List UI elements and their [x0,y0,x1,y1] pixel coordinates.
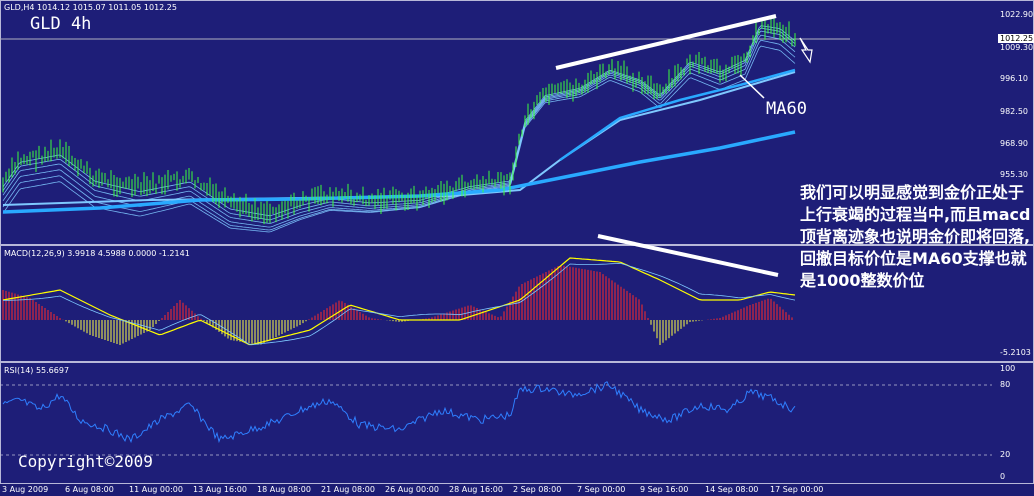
price-tick: 955.30 [1000,170,1028,179]
commentary-text: 我们可以明显感觉到金价正处于上行衰竭的过程当中,而且macd顶背离迹象也说明金价… [800,183,1031,290]
price-tick: 982.50 [1000,107,1028,116]
rsi-tick: 0 [1000,472,1006,481]
rsi-title: RSI(14) 55.6697 [4,366,70,375]
price-tick: 996.10 [1000,74,1028,83]
symbol-info: GLD,H4 1014.12 1015.07 1011.05 1012.25 [4,3,177,12]
ma-fan-line [2,39,796,231]
rsi-panel[interactable] [0,362,1034,484]
rsi-tick: 80 [1000,380,1011,389]
macd-signal-line [2,257,796,346]
macd-trendline [597,234,779,277]
price-tick: 1009.30 [1000,43,1034,52]
time-tick: 11 Aug 00:00 [129,485,183,494]
time-tick: 7 Sep 00:00 [577,485,626,494]
down-arrow-icon [799,37,813,64]
rsi-tick: 20 [1000,450,1011,459]
ma60-pointer-line [739,74,765,99]
rsi-line [2,381,796,444]
ma60-line [2,130,796,214]
current-price-box: 1012.25 [998,34,1034,43]
time-tick: 21 Aug 08:00 [321,485,375,494]
price-tick: 968.90 [1000,139,1028,148]
macd-main-line [3,262,796,346]
time-tick: 6 Aug 08:00 [65,485,114,494]
ma-fan-line [2,25,796,217]
copyright-text: Copyright©2009 [18,452,153,471]
time-tick: 18 Aug 08:00 [257,485,311,494]
rsi-tick: 100 [1000,364,1016,373]
price-trendline [555,14,777,70]
time-tick: 17 Sep 00:00 [770,485,824,494]
time-tick: 26 Aug 00:00 [385,485,439,494]
time-tick: 13 Aug 16:00 [193,485,247,494]
ma60-label: MA60 [766,99,807,119]
time-tick: 9 Sep 16:00 [640,485,689,494]
time-tick: 14 Sep 08:00 [705,485,759,494]
time-tick: 28 Aug 16:00 [449,485,503,494]
time-tick: 3 Aug 2009 [2,485,49,494]
macd-title: MACD(12,26,9) 3.9918 4.5988 0.0000 -1.21… [4,249,190,258]
time-tick: 2 Sep 08:00 [513,485,562,494]
macd-tick: -5.2103 [1000,348,1031,357]
ma-line [559,68,796,162]
price-tick: 1022.90 [1000,10,1034,19]
chart-title: GLD 4h [30,14,92,34]
